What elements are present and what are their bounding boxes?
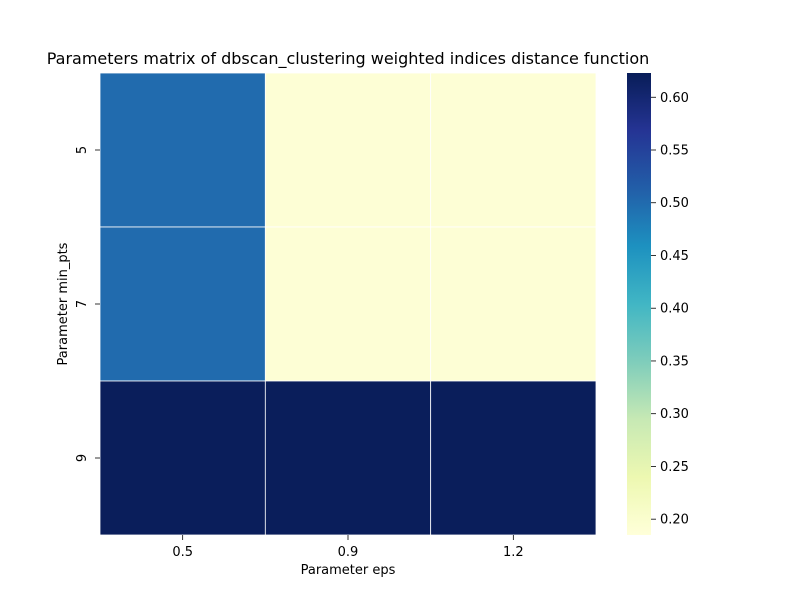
x-axis-label: Parameter eps — [301, 563, 396, 578]
heatmap-cell — [99, 72, 266, 228]
heatmap-cell — [264, 380, 432, 536]
chart-title: Parameters matrix of dbscan_clustering w… — [47, 49, 650, 69]
colorbar-ticks: 0.20 0.25 0.30 0.35 0.40 0.45 0.50 0.55 0.60 — [651, 91, 689, 528]
x-tick-label: 0.5 — [172, 545, 193, 560]
colorbar-tick-label: 0.60 — [660, 91, 689, 106]
heatmap-cell — [430, 380, 597, 536]
heatmap-cell — [430, 226, 597, 382]
colorbar-tick-label: 0.50 — [660, 196, 689, 211]
heatmap-cell — [264, 72, 432, 228]
heatmap-cell — [430, 72, 597, 228]
colorbar-tick-label: 0.45 — [660, 249, 689, 264]
x-axis-ticks: 0.5 0.9 1.2 — [172, 535, 524, 560]
y-axis-ticks: 5 7 9 — [75, 146, 100, 462]
y-tick-label: 5 — [75, 146, 90, 154]
colorbar-tick-label: 0.25 — [660, 460, 689, 475]
colorbar-tick-label: 0.20 — [660, 513, 689, 528]
colorbar-tick-label: 0.35 — [660, 354, 689, 369]
heatmap-cell — [264, 226, 432, 382]
y-tick-label: 9 — [75, 454, 90, 462]
x-tick-label: 0.9 — [338, 545, 359, 560]
y-axis-label: Parameter min_pts — [56, 242, 71, 365]
colorbar-tick-label: 0.30 — [660, 407, 689, 422]
colorbar-tick-label: 0.40 — [660, 302, 689, 317]
heatmap-cells — [99, 72, 597, 536]
x-tick-label: 1.2 — [503, 545, 524, 560]
colorbar-tick-label: 0.55 — [660, 144, 689, 159]
heatmap-cell — [99, 380, 266, 536]
y-tick-label: 7 — [75, 300, 90, 308]
colorbar — [627, 73, 651, 535]
heatmap-cell — [99, 226, 266, 382]
